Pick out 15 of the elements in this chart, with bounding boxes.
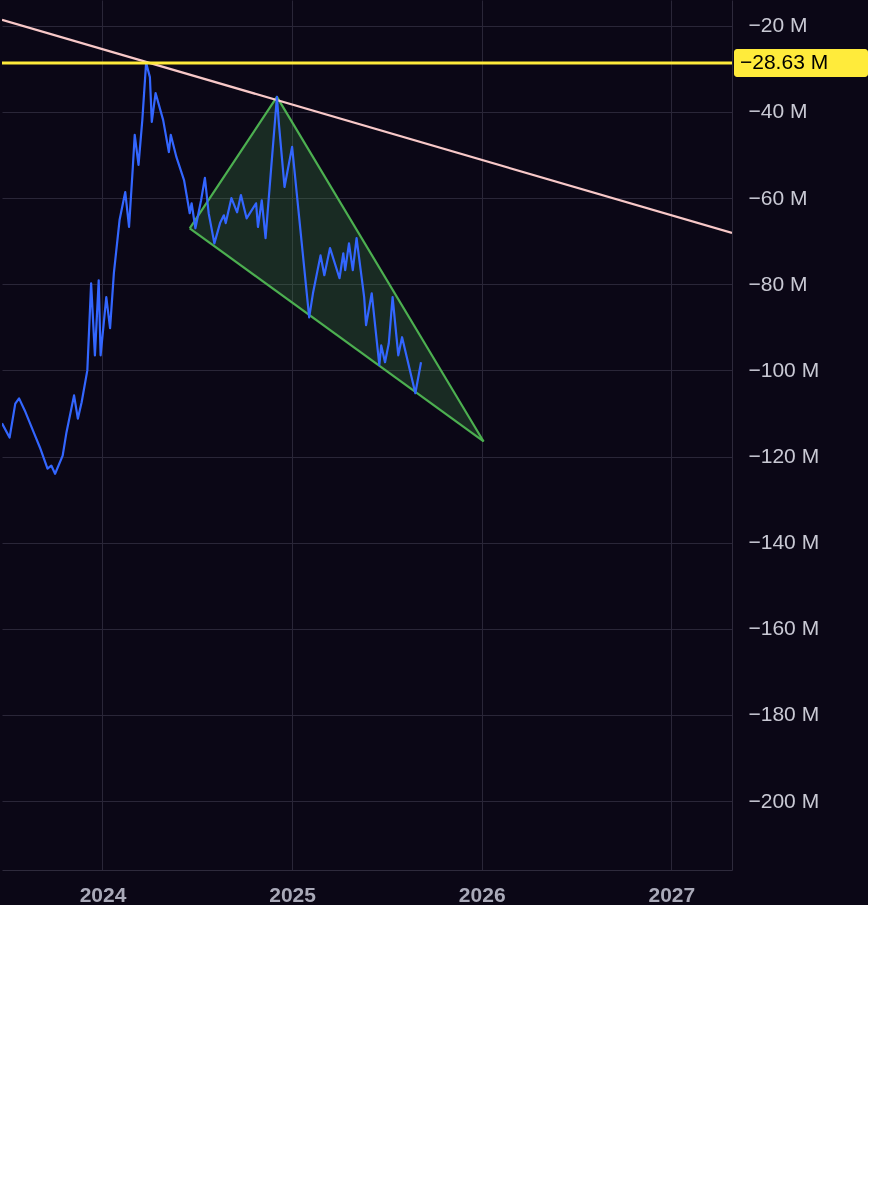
y-tick-label: −200 M <box>748 788 820 812</box>
y-tick-label: −140 M <box>748 530 820 554</box>
y-tick-label: −180 M <box>748 702 820 726</box>
x-tick-label: 2025 <box>269 882 317 906</box>
x-tick-label: 2026 <box>458 882 506 906</box>
y-tick-label: −120 M <box>748 444 820 468</box>
y-tick-label: −100 M <box>748 357 820 381</box>
y-tick-label: −160 M <box>748 616 820 640</box>
x-tick-label: 2024 <box>79 882 127 906</box>
y-tick-label: −80 M <box>748 271 808 295</box>
y-tick-label: −20 M <box>748 13 808 37</box>
x-tick-label: 2027 <box>648 882 696 906</box>
y-tick-label: −40 M <box>748 99 808 123</box>
ref-line-label: −28.63 M <box>740 50 829 74</box>
y-tick-label: −60 M <box>748 185 808 209</box>
